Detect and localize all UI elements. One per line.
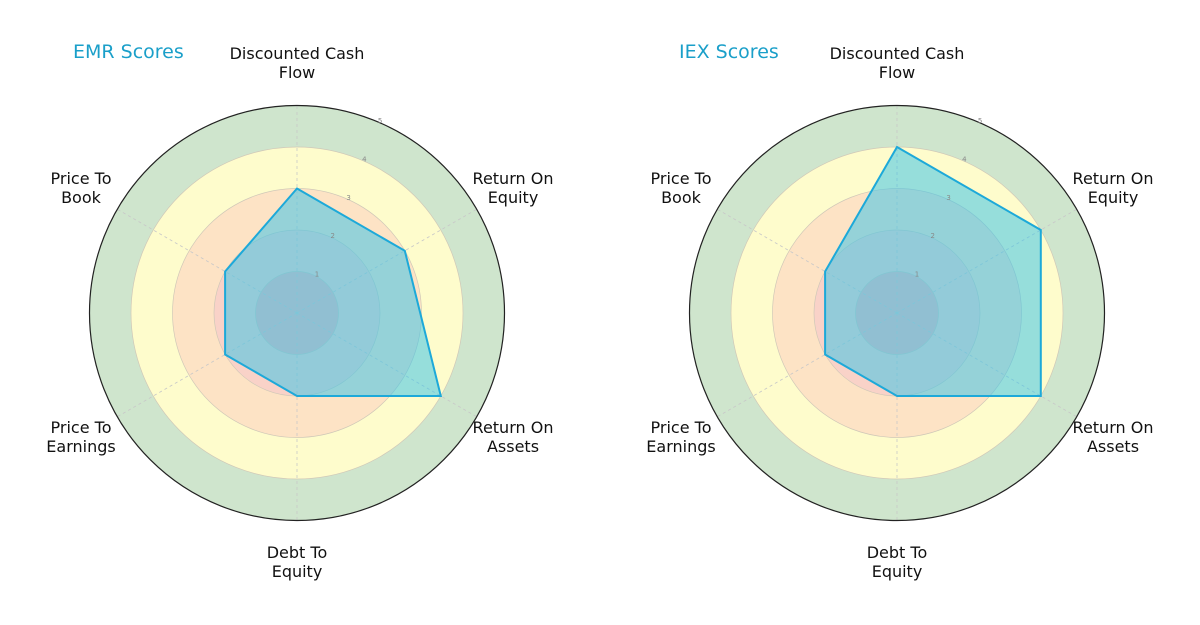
label-price-to-book: Price To Book [650,169,712,207]
iex-chart-title: IEX Scores [679,41,779,63]
iex-radar-chart: 1 2 3 4 5 [688,104,1106,522]
grid-spoke [117,208,298,314]
r-tick-label: 5 [378,117,382,125]
r-tick-label: 3 [346,194,350,202]
label-discounted-cash-flow: Discounted Cash Flow [229,44,365,82]
r-tick-label: 4 [362,155,367,163]
score-polygon [824,145,1042,397]
label-return-on-equity: Return On Equity [472,169,554,207]
emr-radar-chart: 1 2 3 4 5 [88,104,506,522]
r-tick-label: 2 [931,232,935,240]
label-return-on-assets: Return On Assets [472,418,554,456]
r-tick-label: 5 [978,117,982,125]
label-return-on-equity: Return On Equity [1072,169,1154,207]
emr-chart-title: EMR Scores [73,41,184,63]
r-tick-label: 4 [962,155,967,163]
grid-spoke [717,312,898,418]
grid-spoke [717,208,898,314]
grid-ring [130,146,464,480]
label-price-to-book: Price To Book [50,169,112,207]
label-debt-to-equity: Debt To Equity [866,543,928,581]
grid-spoke [117,312,298,418]
outer-border [688,104,1106,522]
r-tick-label: 3 [946,194,950,202]
label-price-to-earnings: Price To Earnings [646,418,716,456]
label-return-on-assets: Return On Assets [1072,418,1154,456]
label-discounted-cash-flow: Discounted Cash Flow [829,44,965,82]
outer-border [88,104,506,522]
label-price-to-earnings: Price To Earnings [46,418,116,456]
r-tick-label: 2 [331,232,335,240]
label-debt-to-equity: Debt To Equity [266,543,328,581]
r-tick-label: 1 [915,271,919,279]
r-tick-label: 1 [315,271,319,279]
iex-radar-panel: 1 2 3 4 5 IEX Scores Discounted Cash Flow Re… [600,0,1200,625]
score-polygon [224,187,443,397]
emr-radar-panel: 1 2 3 4 5 EMR Scores Discounted Cash Flow Re… [46,41,554,581]
